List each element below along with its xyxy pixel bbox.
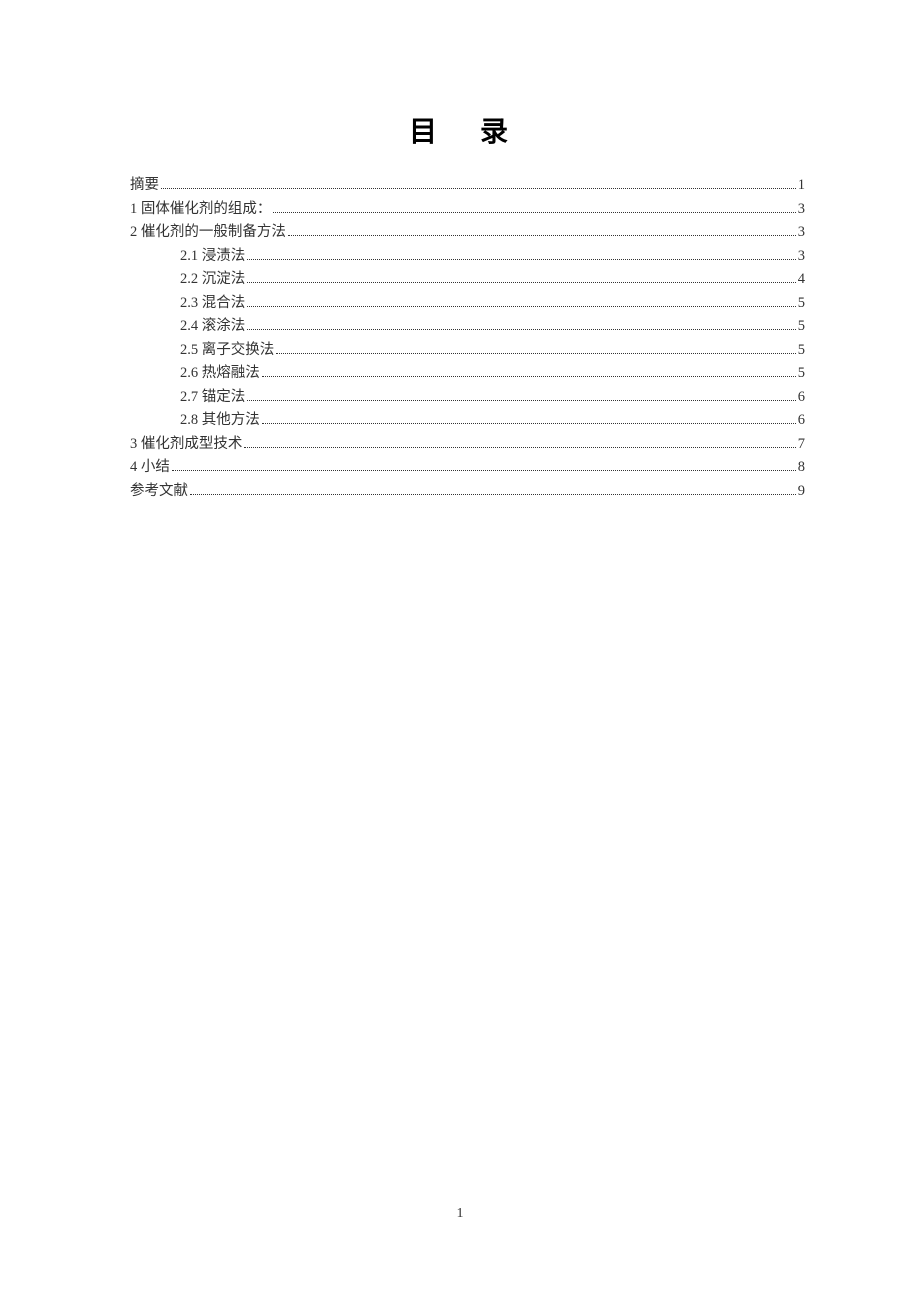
document-page: 目 录 摘要 1 1 固体催化剂的组成： 3 2 催化剂的一般制备方法 3 2.1 浸渍法 3… — [0, 0, 920, 498]
toc-entry-page: 5 — [798, 343, 805, 358]
toc-entry-label: 2.7 锚定法 — [180, 390, 245, 405]
toc-entry-page: 4 — [798, 272, 805, 287]
toc-dots — [262, 376, 796, 377]
toc-entry: 2.5 离子交换法 5 — [130, 343, 805, 358]
toc-entry: 2.8 其他方法 6 — [130, 413, 805, 428]
toc-dots — [288, 235, 796, 236]
toc-entry-label: 2.6 热熔融法 — [180, 366, 260, 381]
toc-entry: 1 固体催化剂的组成： 3 — [130, 202, 805, 217]
toc-entry-label: 摘要 — [130, 178, 159, 193]
toc-entry: 2 催化剂的一般制备方法 3 — [130, 225, 805, 240]
toc-entry-label: 2.3 混合法 — [180, 296, 245, 311]
toc-entry-page: 3 — [798, 249, 805, 264]
toc-entry-label: 3 催化剂成型技术 — [130, 437, 242, 452]
toc-dots — [244, 447, 795, 448]
toc-entry-label: 2.4 滚涂法 — [180, 319, 245, 334]
toc-entry-page: 5 — [798, 296, 805, 311]
toc-entry: 2.2 沉淀法 4 — [130, 272, 805, 287]
toc-entry: 2.3 混合法 5 — [130, 296, 805, 311]
toc-entry-label: 2.2 沉淀法 — [180, 272, 245, 287]
toc-dots — [247, 306, 796, 307]
toc-entry-label: 2 催化剂的一般制备方法 — [130, 225, 286, 240]
toc-entry-label: 参考文献 — [130, 484, 188, 499]
toc-entry: 参考文献 9 — [130, 484, 805, 499]
toc-dots — [276, 353, 796, 354]
toc-dots — [247, 259, 796, 260]
toc-entry-page: 5 — [798, 366, 805, 381]
toc-entry: 摘要 1 — [130, 178, 805, 193]
toc-entry-page: 7 — [798, 437, 805, 452]
toc-dots — [273, 212, 795, 213]
toc-entry-page: 1 — [798, 178, 805, 193]
toc-dots — [172, 470, 796, 471]
toc-entry-page: 6 — [798, 413, 805, 428]
table-of-contents: 摘要 1 1 固体催化剂的组成： 3 2 催化剂的一般制备方法 3 2.1 浸渍法 3 2.2 … — [130, 178, 805, 498]
toc-entry: 2.4 滚涂法 5 — [130, 319, 805, 334]
toc-entry-page: 3 — [798, 225, 805, 240]
toc-entry: 2.1 浸渍法 3 — [130, 249, 805, 264]
toc-entry-label: 2.1 浸渍法 — [180, 249, 245, 264]
toc-title: 目 录 — [130, 110, 805, 150]
toc-dots — [247, 329, 796, 330]
toc-entry-page: 6 — [798, 390, 805, 405]
toc-entry: 2.7 锚定法 6 — [130, 390, 805, 405]
toc-entry-page: 5 — [798, 319, 805, 334]
toc-entry-page: 9 — [798, 484, 805, 499]
toc-entry-label: 2.5 离子交换法 — [180, 343, 274, 358]
toc-entry-label: 1 固体催化剂的组成： — [130, 202, 271, 217]
toc-dots — [262, 423, 796, 424]
toc-entry: 3 催化剂成型技术 7 — [130, 437, 805, 452]
toc-entry-label: 2.8 其他方法 — [180, 413, 260, 428]
toc-dots — [247, 400, 796, 401]
toc-entry: 2.6 热熔融法 5 — [130, 366, 805, 381]
toc-dots — [247, 282, 796, 283]
toc-entry-label: 4 小结 — [130, 460, 170, 475]
toc-entry: 4 小结 8 — [130, 460, 805, 475]
toc-dots — [190, 494, 796, 495]
toc-entry-page: 3 — [798, 202, 805, 217]
toc-dots — [161, 188, 796, 189]
page-number: 1 — [0, 1206, 920, 1222]
toc-entry-page: 8 — [798, 460, 805, 475]
